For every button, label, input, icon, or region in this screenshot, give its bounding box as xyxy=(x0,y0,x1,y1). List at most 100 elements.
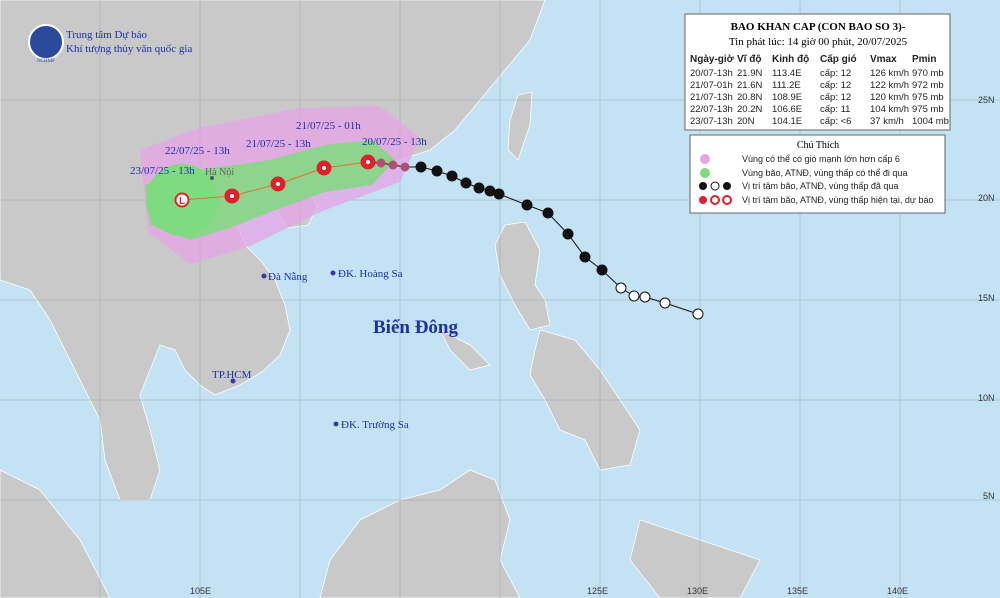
header: NCHMF Trung tâm Dự báo Khí tượng thủy vă… xyxy=(28,24,192,64)
palawan xyxy=(439,329,491,371)
table-header: Ngày-giờ xyxy=(690,54,735,65)
org-name: Trung tâm Dự báo xyxy=(66,29,148,41)
table-cell: 113.4E xyxy=(772,68,801,79)
places: Hà Nội Đà Nẵng ĐK. Hoàng Sa Biển Đông TP… xyxy=(205,167,458,431)
truongsa-dot xyxy=(333,421,339,427)
table-cell: 970 mb xyxy=(912,68,944,79)
past-center xyxy=(579,251,591,263)
place-label: Đà Nẵng xyxy=(268,271,308,283)
past-center xyxy=(542,207,554,219)
table-cell: 104.1E xyxy=(772,116,802,127)
taiwan xyxy=(507,91,533,161)
hanoi-dot xyxy=(210,176,214,180)
table-cell: 126 km/h xyxy=(870,68,909,79)
legend-item: Vùng bão, ATNĐ, vùng thấp có thể đi qua xyxy=(742,168,907,178)
legend-swatch xyxy=(710,181,720,191)
table-cell: 972 mb xyxy=(912,80,944,91)
luzon xyxy=(494,221,551,331)
table-cell: 108.9E xyxy=(772,92,802,103)
legend: Chú Thích Vùng có thể có gió mạnh lớn hơ… xyxy=(689,134,946,214)
legend-swatch xyxy=(700,154,710,164)
lat-label: 5N xyxy=(983,491,995,501)
legend-item: Vùng có thể có gió mạnh lớn hơn cấp 6 xyxy=(742,154,900,164)
past-center xyxy=(446,170,458,182)
past-center xyxy=(415,161,427,173)
table-cell: 21/07-01h xyxy=(690,80,733,91)
org-name: Khí tượng thủy văn quốc gia xyxy=(66,43,192,55)
table-cell: 1004 mb xyxy=(912,116,949,127)
past-center xyxy=(596,264,608,276)
table-cell: 111.2E xyxy=(772,80,801,91)
legend-swatch xyxy=(710,195,720,205)
past-center xyxy=(562,228,574,240)
past-center xyxy=(431,165,443,177)
logo-text: NCHMF xyxy=(37,59,55,64)
table-cell: cấp: 11 xyxy=(820,104,850,115)
table-cell: 20/07-13h xyxy=(690,68,733,79)
legend-item: Vị trí tâm bão, ATNĐ, vùng thấp hiện tại… xyxy=(742,195,933,205)
table-cell: cấp: 12 xyxy=(820,80,851,91)
legend-swatch xyxy=(699,196,707,204)
hcm-dot xyxy=(230,378,236,384)
logo xyxy=(28,24,64,60)
past-positions xyxy=(376,158,704,320)
table-cell: 20.2N xyxy=(737,104,762,115)
track-label: 23/07/25 - 13h xyxy=(130,165,195,177)
track-labels: 23/07/25 - 13h 22/07/25 - 13h 21/07/25 -… xyxy=(130,120,427,177)
table-cell: 975 mb xyxy=(912,104,944,115)
lon-label: 105E xyxy=(190,586,211,596)
sea-label: Biển Đông xyxy=(373,317,458,338)
forecast-eye xyxy=(366,160,370,164)
legend-frame xyxy=(689,134,946,214)
legend-title: Chú Thích xyxy=(797,140,839,151)
table-cell: 23/07-13h xyxy=(690,116,733,127)
danang-dot xyxy=(261,273,267,279)
land xyxy=(0,0,761,598)
table-cell: 22/07-13h xyxy=(690,104,733,115)
past-center xyxy=(521,199,533,211)
forecast-center xyxy=(174,192,190,208)
info-box: BAO KHAN CAP (CON BAO SO 3)- Tin phát lú… xyxy=(684,13,951,131)
past-center xyxy=(460,177,472,189)
info-issued: Tin phát lúc: 14 giờ 00 phút, 20/07/2025 xyxy=(729,36,908,48)
forecast-eye xyxy=(276,182,280,186)
track-label: 21/07/25 - 01h xyxy=(296,120,361,132)
legend-item: Vị trí tâm bão, ATNĐ, vùng thấp đã qua xyxy=(742,181,898,191)
table-cell: 37 km/h xyxy=(870,116,904,127)
borneo xyxy=(319,469,521,598)
table-cell: 21.6N xyxy=(737,80,762,91)
info-box-frame xyxy=(684,13,951,131)
table-header: Vmax xyxy=(870,54,897,65)
lon-label: 135E xyxy=(787,586,808,596)
forecast-eye xyxy=(322,166,326,170)
table-cell: 104 km/h xyxy=(870,104,909,115)
table-cell: 120 km/h xyxy=(870,92,909,103)
track-label: 22/07/25 - 13h xyxy=(165,145,230,157)
table-cell: 106.6E xyxy=(772,104,802,115)
lat-label: 15N xyxy=(978,293,995,303)
past-center xyxy=(388,160,398,170)
hoangsa-dot xyxy=(330,270,336,276)
axis-labels: 105E 125E 130E 135E 140E 25N 20N 15N 10N… xyxy=(190,95,995,596)
legend-swatch xyxy=(699,182,707,190)
lon-label: 125E xyxy=(587,586,608,596)
table-header: Cấp gió xyxy=(820,53,857,65)
place-label: ĐK. Hoàng Sa xyxy=(338,268,403,280)
place-label: Hà Nội xyxy=(205,167,234,178)
past-center xyxy=(376,158,386,168)
past-center xyxy=(484,185,496,197)
lon-label: 140E xyxy=(887,586,908,596)
table-cell: 21.9N xyxy=(737,68,762,79)
table-header: Vĩ độ xyxy=(737,54,761,65)
table-cell: 975 mb xyxy=(912,92,944,103)
table-cell: 20.8N xyxy=(737,92,762,103)
lat-label: 10N xyxy=(978,393,995,403)
place-label: ĐK. Trường Sa xyxy=(341,419,409,431)
track-label: 20/07/25 - 13h xyxy=(362,136,427,148)
table-cell: 20N xyxy=(737,116,755,127)
past-center xyxy=(493,188,505,200)
sumatra xyxy=(0,469,111,598)
table-header: Pmin xyxy=(912,54,936,65)
past-center xyxy=(639,291,651,303)
